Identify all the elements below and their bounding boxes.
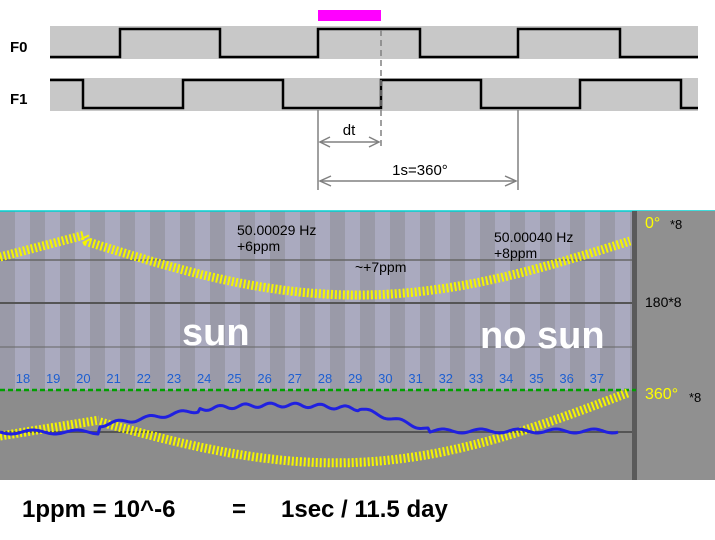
footer-seconds-per-days: 1sec / 11.5 day — [281, 496, 448, 523]
phase-label-0: 0° — [645, 215, 660, 232]
annotation-3-freq: 50.00040 Hz — [494, 229, 573, 245]
day-number: 19 — [46, 371, 60, 386]
sine-wave-lower-falling — [98, 388, 630, 468]
signal-wave-f0 — [50, 27, 698, 59]
side-panel — [632, 211, 715, 480]
wave-f0-line — [50, 27, 698, 59]
day-number: 32 — [439, 371, 453, 386]
day-number: 29 — [348, 371, 362, 386]
day-number: 35 — [529, 371, 543, 386]
annotation-3: 50.00040 Hz +8ppm — [494, 229, 573, 261]
phase-label-0-mult: *8 — [670, 217, 682, 232]
day-number: 31 — [408, 371, 422, 386]
measured-phase-trace — [0, 401, 619, 436]
day-number: 24 — [197, 371, 211, 386]
day-number: 33 — [469, 371, 483, 386]
no-sun-label: no sun — [480, 315, 605, 357]
annotation-1: 50.00029 Hz +6ppm — [237, 222, 316, 254]
day-number: 18 — [16, 371, 30, 386]
day-number-row: 18 19 20 21 22 23 24 25 26 27 28 29 30 31 32 33 34 35 36 37 — [16, 371, 604, 386]
period-label: 1s=360° — [392, 162, 448, 179]
day-number: 23 — [167, 371, 181, 386]
signal-label-f0: F0 — [10, 39, 28, 56]
phase-panel: 50.00029 Hz +6ppm ~+7ppm 50.00040 Hz +8p… — [0, 210, 715, 480]
signal-label-f1: F1 — [10, 91, 28, 108]
annotation-2: ~+7ppm — [355, 259, 406, 275]
day-number: 30 — [378, 371, 392, 386]
day-number: 36 — [559, 371, 573, 386]
phase-label-180: 180*8 — [645, 294, 682, 310]
period-arrow — [318, 175, 518, 187]
day-number: 34 — [499, 371, 513, 386]
day-number: 22 — [137, 371, 151, 386]
day-number: 20 — [76, 371, 90, 386]
footer-formula: 1ppm = 10^-6 = 1sec / 11.5 day — [22, 496, 448, 523]
annotation-3-ppm: +8ppm — [494, 245, 537, 261]
marker-bar — [318, 10, 381, 21]
day-number: 21 — [106, 371, 120, 386]
day-number: 27 — [288, 371, 302, 386]
phase-label-360: 360° — [645, 386, 678, 403]
sun-label: sun — [182, 312, 250, 354]
phase-label-360-mult: *8 — [689, 390, 701, 405]
footer-ppm: 1ppm = 10^-6 — [22, 496, 175, 523]
dt-label: dt — [343, 122, 356, 139]
annotation-1-freq: 50.00029 Hz — [237, 222, 316, 238]
sine-wave-upper — [0, 230, 632, 300]
day-number: 28 — [318, 371, 332, 386]
dt-arrow — [318, 136, 381, 148]
footer-equals: = — [232, 496, 246, 523]
side-divider — [632, 211, 637, 480]
day-number: 25 — [227, 371, 241, 386]
timing-diagram: F0 F1 dt 1s=360° — [10, 10, 698, 190]
signal-band-f0 — [50, 26, 698, 59]
annotation-1-ppm: +6ppm — [237, 238, 280, 254]
signal-band-f1 — [50, 78, 698, 111]
day-number: 37 — [590, 371, 604, 386]
day-number: 26 — [257, 371, 271, 386]
